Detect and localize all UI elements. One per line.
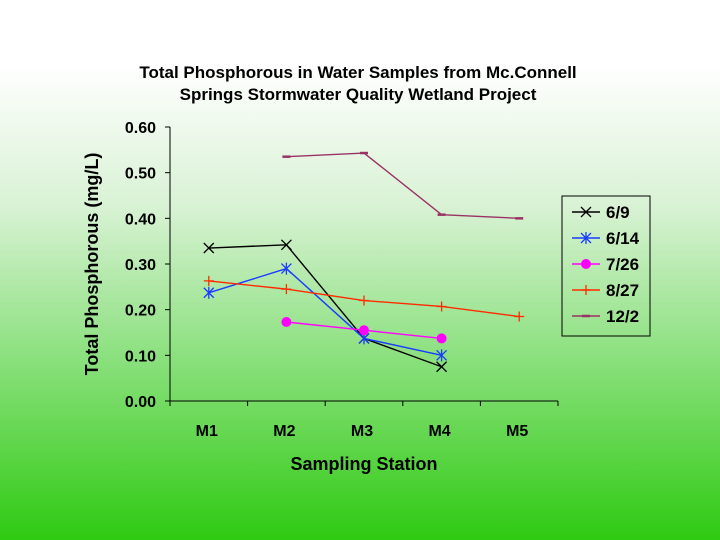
data-point (436, 361, 448, 373)
legend-label: 7/26 (606, 255, 639, 274)
data-point (280, 262, 292, 275)
series-12-2 (282, 151, 524, 220)
y-axis-label: Total Phosphorous (mg/L) (82, 153, 102, 376)
legend-marker (580, 232, 592, 244)
legend-marker (580, 206, 592, 218)
x-tick-label: M3 (351, 423, 373, 440)
series-line (286, 152, 520, 220)
plot-area: 0.00 0.10 0.20 0.30 0.40 0.50 0.60 M1 M2 M3 M4 M5 (125, 120, 559, 440)
legend-marker (581, 259, 591, 269)
data-point (436, 333, 447, 344)
data-point (203, 275, 214, 286)
chart-title-line-1: Total Phosphorous in Water Samples from … (139, 63, 576, 82)
series-6-14 (203, 262, 448, 362)
data-point (280, 239, 292, 251)
y-tick-label: 0.40 (125, 211, 156, 228)
x-tick-label: M5 (506, 423, 528, 440)
data-point (281, 316, 292, 327)
x-tick-label: M4 (428, 423, 450, 440)
x-tick-label: M1 (196, 423, 218, 440)
legend-item: 8/27 (572, 281, 639, 300)
series-line (208, 244, 442, 368)
data-point (203, 286, 215, 299)
chart-title-line-2: Springs Stormwater Quality Wetland Proje… (180, 85, 537, 104)
legend-label: 6/14 (606, 229, 640, 248)
series-6-9 (203, 239, 448, 373)
series-7-26 (281, 316, 447, 344)
series-line (208, 267, 442, 357)
x-tick-label: M2 (273, 423, 295, 440)
data-point (359, 295, 369, 306)
legend-label: 12/2 (606, 307, 639, 326)
data-point (514, 311, 525, 322)
legend-item: 12/2 (572, 307, 639, 326)
data-point (436, 301, 447, 312)
data-point (281, 284, 292, 295)
data-point (203, 242, 215, 254)
y-tick-label: 0.20 (125, 303, 156, 320)
y-tick-label: 0.60 (125, 120, 156, 137)
y-tick-label: 0.30 (125, 257, 156, 274)
legend-item: 6/14 (572, 229, 640, 248)
x-axis-label: Sampling Station (290, 454, 437, 474)
legend-item: 7/26 (572, 255, 639, 274)
legend: 6/9 6/14 7/26 8/27 12/2 (561, 195, 651, 337)
y-tick-label: 0.10 (125, 348, 156, 365)
y-tick-label: 0.50 (125, 166, 156, 183)
legend-label: 6/9 (606, 203, 630, 222)
data-point (436, 349, 448, 362)
legend-marker (581, 285, 591, 295)
legend-box (561, 195, 651, 337)
series-8-27 (203, 275, 525, 322)
y-tick-label: 0.00 (125, 394, 156, 411)
legend-label: 8/27 (606, 281, 639, 300)
legend-item: 6/9 (572, 203, 630, 222)
data-point (359, 325, 369, 336)
